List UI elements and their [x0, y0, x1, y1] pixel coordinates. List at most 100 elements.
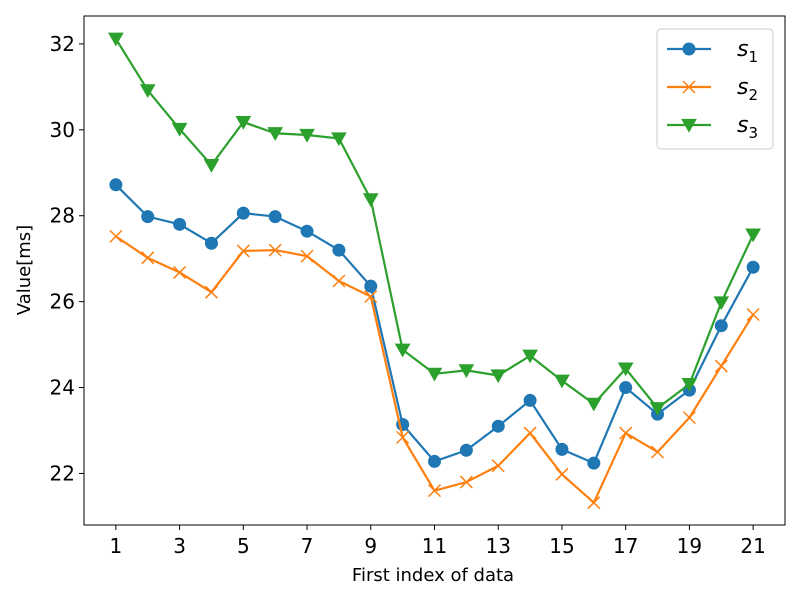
data-point-stroke	[682, 80, 696, 94]
data-point	[651, 445, 665, 459]
legend-label-main: s	[737, 75, 748, 100]
x-tick-label: 9	[364, 534, 377, 558]
data-point	[523, 393, 537, 407]
x-tick-label: 5	[237, 534, 250, 558]
legend-label-subscript: 3	[748, 124, 758, 142]
data-point	[332, 274, 346, 288]
data-point-stroke	[141, 251, 155, 265]
data-point	[268, 243, 282, 257]
legend-label: s1	[737, 37, 758, 66]
data-point	[109, 229, 123, 243]
data-point	[682, 411, 696, 425]
x-tick-label: 3	[173, 534, 186, 558]
series-s_2	[109, 229, 760, 510]
data-point	[235, 115, 252, 130]
series-layer	[108, 32, 761, 510]
data-point-stroke	[364, 289, 378, 304]
data-point	[587, 496, 601, 510]
data-point	[619, 381, 633, 395]
legend-item: s3	[667, 113, 758, 142]
data-point-stroke	[587, 496, 601, 510]
data-point	[236, 206, 250, 220]
x-tick-label: 11	[422, 534, 447, 558]
data-point-stroke	[555, 467, 569, 481]
data-point	[300, 224, 314, 238]
data-point	[682, 80, 696, 94]
data-point-stroke	[427, 484, 442, 498]
y-tick-label: 28	[50, 204, 75, 228]
data-point-stroke	[459, 475, 473, 489]
data-point	[587, 456, 601, 470]
data-point	[141, 210, 155, 224]
data-point	[585, 397, 602, 412]
legend-label: s2	[737, 75, 758, 104]
data-point	[173, 217, 187, 231]
data-point	[746, 260, 760, 274]
legend-label: s3	[737, 113, 758, 142]
x-tick-label: 19	[677, 534, 702, 558]
x-tick-label: 17	[613, 534, 638, 558]
data-point	[714, 359, 728, 373]
y-tick-label: 24	[50, 376, 75, 400]
y-tick-label: 30	[50, 118, 75, 142]
series-s_3	[108, 32, 761, 416]
legend-item: s2	[667, 75, 758, 104]
legend-label-subscript: 1	[748, 48, 758, 66]
data-point	[426, 367, 443, 382]
data-point	[459, 443, 473, 457]
data-point	[491, 459, 505, 473]
data-point	[204, 236, 218, 250]
data-point	[108, 32, 124, 47]
x-tick-label: 13	[486, 534, 511, 558]
x-tick-label: 15	[549, 534, 574, 558]
y-axis-label: Value[ms]	[14, 225, 35, 315]
data-point	[458, 364, 475, 379]
data-point	[619, 426, 633, 440]
data-point	[490, 369, 507, 384]
data-point-stroke	[173, 265, 187, 279]
y-tick-label: 22	[50, 461, 75, 485]
data-point-stroke	[396, 430, 410, 444]
data-point	[714, 319, 728, 333]
data-point-stroke	[523, 426, 537, 440]
data-point	[649, 402, 666, 416]
data-point	[427, 484, 442, 498]
x-tick-label: 1	[109, 534, 122, 558]
legend-item: s1	[667, 37, 758, 66]
x-tick-label: 21	[740, 534, 765, 558]
data-point	[428, 454, 441, 468]
data-point	[554, 374, 570, 389]
data-point	[681, 118, 697, 133]
series-s_1	[109, 178, 760, 470]
x-axis-label: First index of data	[352, 565, 514, 586]
data-point	[362, 193, 379, 208]
data-point	[109, 178, 123, 192]
legend-label-subscript: 2	[748, 86, 758, 104]
legend-label-main: s	[737, 37, 748, 62]
legend-label-main: s	[737, 113, 748, 138]
data-point	[268, 210, 282, 224]
data-point	[267, 127, 284, 141]
y-tick-label: 32	[50, 32, 75, 56]
data-point	[139, 84, 156, 98]
y-tick-label: 26	[50, 290, 75, 314]
data-point	[491, 419, 505, 433]
data-point	[364, 279, 378, 293]
data-point-stroke	[682, 411, 696, 425]
data-point	[204, 285, 218, 299]
data-point	[523, 426, 537, 440]
data-point	[555, 467, 569, 481]
data-point	[203, 158, 220, 173]
data-point	[236, 244, 250, 258]
data-point-stroke	[236, 244, 250, 258]
data-point	[522, 349, 538, 364]
x-tick-label: 7	[301, 534, 314, 558]
data-point-stroke	[109, 229, 123, 243]
data-point	[713, 296, 730, 311]
data-point	[141, 251, 155, 265]
data-point	[396, 430, 410, 444]
data-point-stroke	[651, 445, 665, 459]
data-point-stroke	[491, 459, 505, 473]
